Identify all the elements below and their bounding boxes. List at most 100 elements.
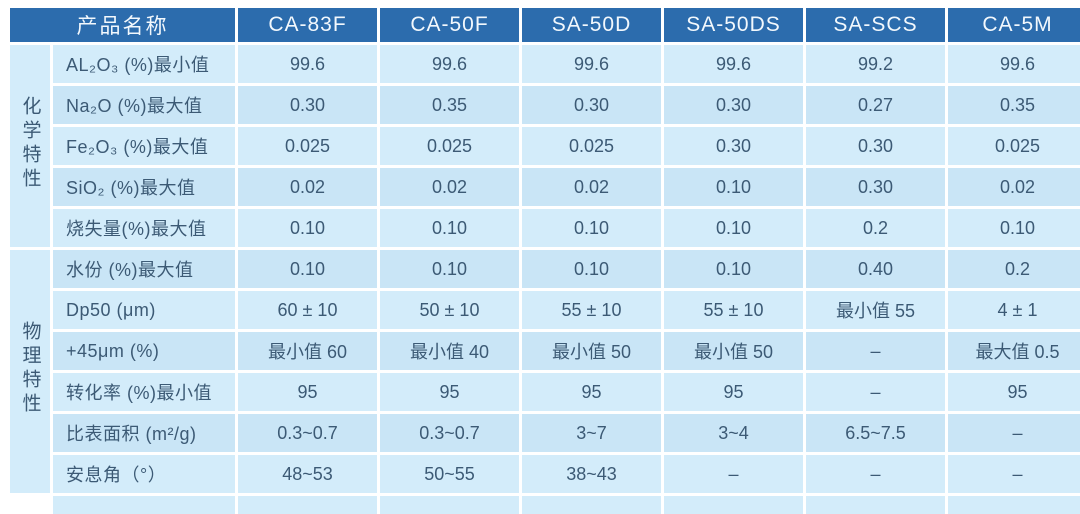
table-row: 物理特性 水份 (%)最大值 0.10 0.10 0.10 0.10 0.40 …	[10, 250, 1080, 493]
product-spec-table: 产品名称 CA-83F CA-50F SA-50D SA-50DS SA-SCS…	[7, 5, 1080, 514]
cell-value: 0.30	[664, 86, 803, 124]
cell-value: 0.02	[380, 168, 519, 206]
cell-value: 0.40	[806, 250, 945, 288]
table-row: Fe₂O₃ (%)最大值 0.025 0.025 0.025 0.30 0.30…	[10, 127, 1080, 165]
cell-value: 99.6	[522, 45, 661, 83]
cell-value: –	[806, 455, 945, 493]
cell-value: 最小值 50	[522, 332, 661, 370]
cell-value: 0.30	[238, 86, 377, 124]
clipped-cell	[238, 496, 377, 514]
clipped-cell	[948, 496, 1080, 514]
cell-value: 0.35	[380, 86, 519, 124]
clipped-bottom-row	[10, 496, 1080, 514]
cell-value: 最小值 40	[380, 332, 519, 370]
cell-value: 0.35	[948, 86, 1080, 124]
group-label-physical: 物理特性	[10, 250, 50, 493]
cell-value: 38~43	[522, 455, 661, 493]
column-header-ca50f: CA-50F	[380, 8, 519, 42]
cell-value: 95	[948, 373, 1080, 411]
cell-value: 0.10	[522, 250, 661, 288]
cell-value: 60 ± 10	[238, 291, 377, 329]
cell-value: 0.2	[948, 250, 1080, 288]
row-label-fe2o3: Fe₂O₃ (%)最大值	[53, 127, 235, 165]
cell-value: 0.30	[522, 86, 661, 124]
cell-value: 0.30	[664, 127, 803, 165]
row-label-plus45um: +45μm (%)	[53, 332, 235, 370]
cell-value: 99.6	[664, 45, 803, 83]
row-label-conversion: 转化率 (%)最小值	[53, 373, 235, 411]
cell-value: 95	[380, 373, 519, 411]
group-label-text: 物理特性	[19, 321, 41, 417]
table-row: Dp50 (μm) 60 ± 10 50 ± 10 55 ± 10 55 ± 1…	[10, 291, 1080, 329]
cell-value: 0.10	[664, 250, 803, 288]
clipped-cell	[53, 496, 235, 514]
column-header-sa50ds: SA-50DS	[664, 8, 803, 42]
row-label-na2o: Na₂O (%)最大值	[53, 86, 235, 124]
cell-value: 95	[664, 373, 803, 411]
column-header-sa50d: SA-50D	[522, 8, 661, 42]
cell-value: 0.30	[806, 168, 945, 206]
group-label-text: 化学特性	[19, 95, 41, 192]
clipped-cell	[664, 496, 803, 514]
row-label-al2o3: AL₂O₃ (%)最小值	[53, 45, 235, 83]
cell-value: 95	[522, 373, 661, 411]
cell-value: 最小值 55	[806, 291, 945, 329]
row-label-surface-area: 比表面积 (m²/g)	[53, 414, 235, 452]
cell-value: 99.2	[806, 45, 945, 83]
cell-value: 0.10	[380, 250, 519, 288]
column-header-sascs: SA-SCS	[806, 8, 945, 42]
cell-value: 95	[238, 373, 377, 411]
clipped-cell	[380, 496, 519, 514]
cell-value: 0.2	[806, 209, 945, 247]
column-header-ca83f: CA-83F	[238, 8, 377, 42]
table-row: SiO₂ (%)最大值 0.02 0.02 0.02 0.10 0.30 0.0…	[10, 168, 1080, 206]
cell-value: 3~7	[522, 414, 661, 452]
cell-value: 50 ± 10	[380, 291, 519, 329]
cell-value: 最大值 0.5	[948, 332, 1080, 370]
cell-value: 55 ± 10	[664, 291, 803, 329]
cell-value: 0.30	[806, 127, 945, 165]
cell-value: 48~53	[238, 455, 377, 493]
cell-value: 50~55	[380, 455, 519, 493]
cell-value: 99.6	[238, 45, 377, 83]
table-row: 安息角（°） 48~53 50~55 38~43 – – –	[10, 455, 1080, 493]
cell-value: 0.3~0.7	[380, 414, 519, 452]
cell-value: –	[948, 414, 1080, 452]
clipped-cell	[522, 496, 661, 514]
table-row: 比表面积 (m²/g) 0.3~0.7 0.3~0.7 3~7 3~4 6.5~…	[10, 414, 1080, 452]
row-label-dp50: Dp50 (μm)	[53, 291, 235, 329]
cell-value: –	[806, 373, 945, 411]
cell-value: 0.02	[522, 168, 661, 206]
row-label-moisture: 水份 (%)最大值	[53, 250, 235, 288]
table-row: 转化率 (%)最小值 95 95 95 95 – 95	[10, 373, 1080, 411]
cell-value: 0.02	[238, 168, 377, 206]
clipped-cell	[806, 496, 945, 514]
cell-value: 0.025	[948, 127, 1080, 165]
cell-value: 0.10	[238, 209, 377, 247]
cell-value: –	[664, 455, 803, 493]
cell-value: 0.025	[522, 127, 661, 165]
table-row: 化学特性 AL₂O₃ (%)最小值 99.6 99.6 99.6 99.6 99…	[10, 45, 1080, 247]
cell-value: 0.27	[806, 86, 945, 124]
cell-value: 0.10	[238, 250, 377, 288]
cell-value: 0.02	[948, 168, 1080, 206]
cell-value: 6.5~7.5	[806, 414, 945, 452]
cell-value: 99.6	[380, 45, 519, 83]
cell-value: 0.10	[948, 209, 1080, 247]
column-header-ca5m: CA-5M	[948, 8, 1080, 42]
row-label-angle-of-repose: 安息角（°）	[53, 455, 235, 493]
cell-value: 0.10	[380, 209, 519, 247]
cell-value: 0.025	[238, 127, 377, 165]
cell-value: –	[806, 332, 945, 370]
cell-value: 0.10	[664, 168, 803, 206]
cell-value: 最小值 60	[238, 332, 377, 370]
cell-value: 4 ± 1	[948, 291, 1080, 329]
header-row: 产品名称 CA-83F CA-50F SA-50D SA-50DS SA-SCS…	[10, 8, 1080, 42]
cell-value: 3~4	[664, 414, 803, 452]
row-label-loi: 烧失量(%)最大值	[53, 209, 235, 247]
cell-value: 0.025	[380, 127, 519, 165]
cell-value: 最小值 50	[664, 332, 803, 370]
cell-value: 0.10	[522, 209, 661, 247]
corner-header: 产品名称	[10, 8, 235, 42]
